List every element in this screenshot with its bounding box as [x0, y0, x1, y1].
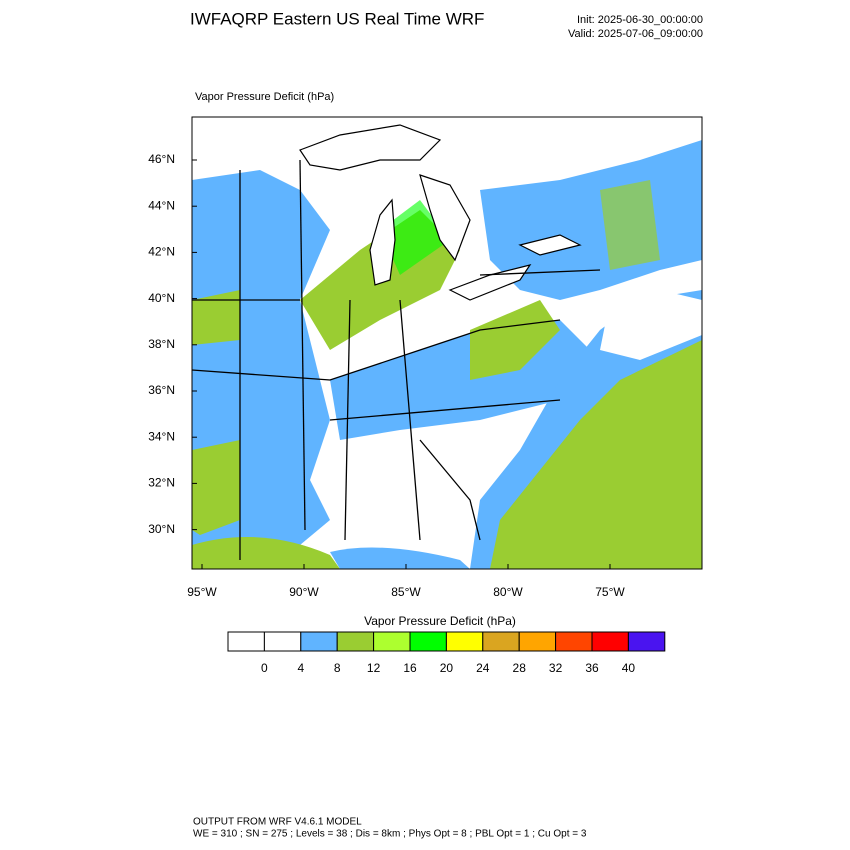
colorbar-box	[555, 631, 593, 652]
lat-label: 40°N	[148, 291, 175, 305]
lon-label: 80°W	[493, 585, 523, 599]
lon-label: 75°W	[595, 585, 625, 599]
colorbar-label: 24	[476, 661, 490, 675]
lon-label: 95°W	[187, 585, 217, 599]
title: IWFAQRP Eastern US Real Time WRF	[190, 9, 484, 28]
lat-label: 38°N	[148, 337, 175, 351]
colorbar: 0 4 8 12 16 20 24 28 32 36 40	[227, 631, 666, 675]
colorbar-label: 4	[297, 661, 304, 675]
lat-label: 42°N	[148, 245, 175, 259]
init-time: Init: 2025-06-30_00:00:00	[577, 14, 703, 26]
map-label: Vapor Pressure Deficit (hPa)	[195, 91, 334, 103]
colorbar-label: 20	[440, 661, 454, 675]
colorbar-box	[445, 631, 484, 652]
colorbar-label: 0	[261, 661, 268, 675]
valid-time: Valid: 2025-07-06_09:00:00	[568, 28, 703, 40]
lon-label: 85°W	[391, 585, 421, 599]
colorbar-label: 36	[585, 661, 599, 675]
colorbar-box	[373, 631, 411, 652]
colorbar-box	[482, 631, 520, 652]
footer-line: OUTPUT FROM WRF V4.6.1 MODEL	[193, 817, 362, 828]
footer-line: WE = 310 ; SN = 275 ; Levels = 38 ; Dis …	[193, 829, 587, 840]
colorbar-title: Vapor Pressure Deficit (hPa)	[364, 614, 516, 628]
lat-label: 30°N	[148, 522, 175, 536]
lat-label: 34°N	[148, 429, 175, 443]
lat-label: 46°N	[148, 152, 175, 166]
lon-label: 90°W	[289, 585, 319, 599]
colorbar-label: 12	[367, 661, 381, 675]
lon-labels: 95°W 90°W 85°W 80°W 75°W	[187, 564, 625, 599]
colorbar-box	[627, 631, 666, 652]
lat-label: 36°N	[148, 383, 175, 397]
colorbar-box	[263, 631, 302, 652]
colorbar-label: 32	[549, 661, 563, 675]
lat-label: 44°N	[148, 198, 175, 212]
colorbar-box	[409, 631, 447, 652]
colorbar-label: 28	[513, 661, 527, 675]
lat-labels: 46°N 44°N 42°N 40°N 38°N 36°N 34°N 32°N 30°N	[148, 152, 197, 536]
map	[191, 116, 703, 570]
lat-label: 32°N	[148, 476, 175, 490]
colorbar-box	[336, 631, 375, 652]
colorbar-box	[300, 631, 338, 652]
colorbar-box	[227, 631, 265, 652]
colorbar-label: 8	[334, 661, 341, 675]
colorbar-box	[591, 631, 629, 652]
colorbar-label: 40	[622, 661, 636, 675]
colorbar-box	[518, 631, 557, 652]
colorbar-label: 16	[403, 661, 417, 675]
